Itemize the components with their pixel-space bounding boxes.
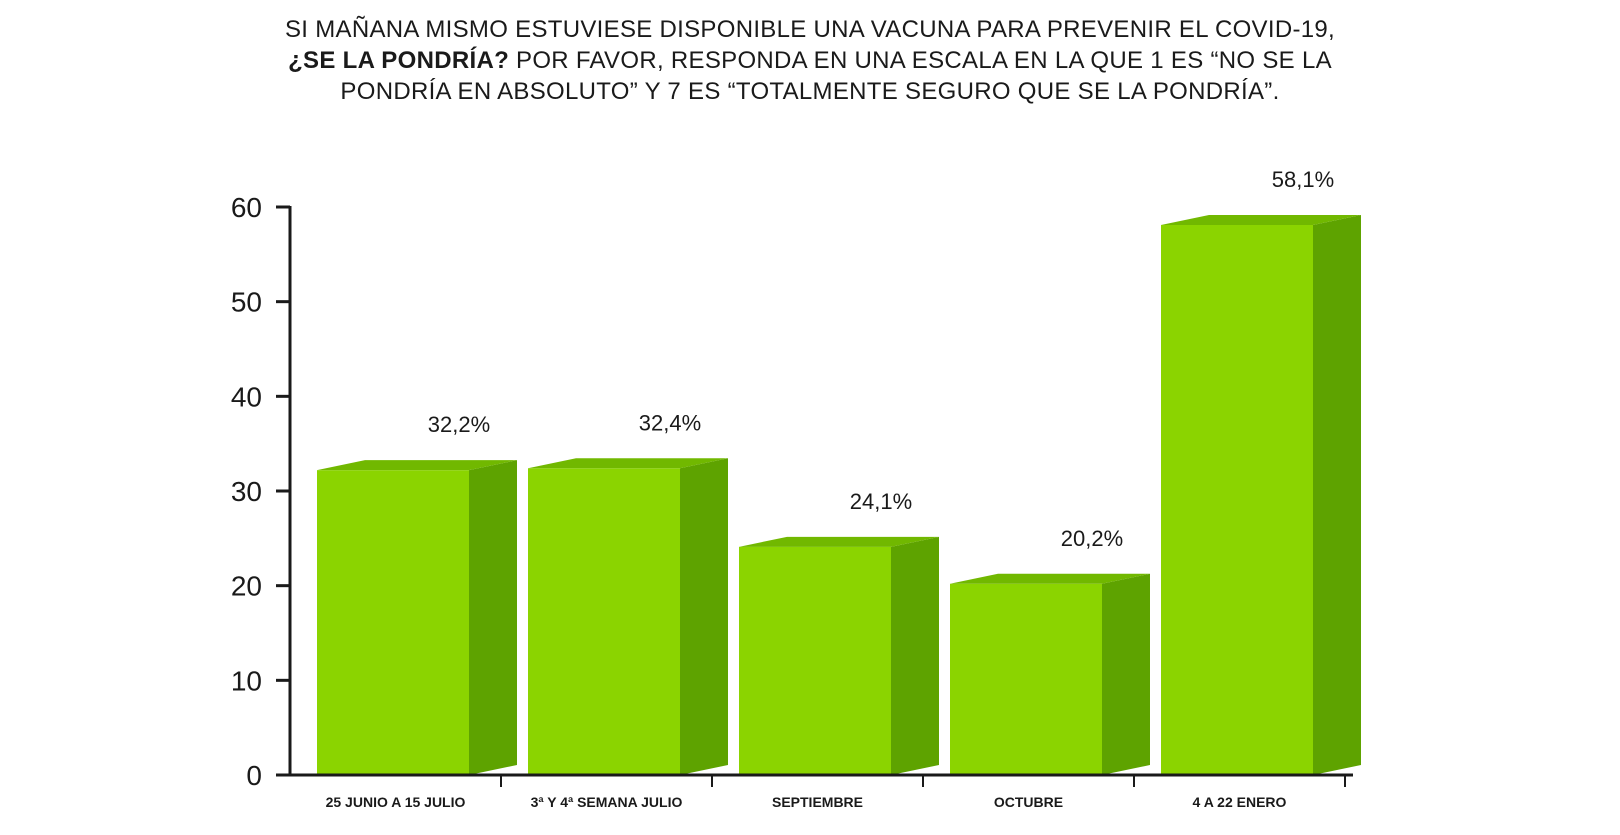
chart-title-part-2: POR FAVOR, RESPONDA EN UNA ESCALA EN LA … xyxy=(340,47,1332,105)
y-tick-label-10: 10 xyxy=(231,665,262,696)
chart-title: SI MAÑANA MISMO ESTUVIESE DISPONIBLE UNA… xyxy=(260,14,1360,107)
bar-side-4 xyxy=(1102,573,1150,775)
category-label-3: SEPTIEMBRE xyxy=(772,794,863,810)
value-label-4: 20,2% xyxy=(1061,526,1123,551)
category-label-2: 3ª Y 4ª SEMANA JULIO xyxy=(531,794,683,810)
y-tick-label-0: 0 xyxy=(246,760,262,791)
bar-4 xyxy=(950,573,1150,775)
bar-top-1 xyxy=(317,460,517,471)
bar-front-5 xyxy=(1161,224,1313,775)
category-label-1: 25 JUNIO A 15 JULIO xyxy=(326,794,466,810)
y-tick-label-30: 30 xyxy=(231,476,262,507)
category-label-5: 4 A 22 ENERO xyxy=(1193,794,1287,810)
bar-2 xyxy=(528,458,728,775)
value-label-3: 24,1% xyxy=(850,489,912,514)
bar-front-3 xyxy=(739,546,891,775)
bar-top-3 xyxy=(739,536,939,547)
labels-layer: 32,2% 25 JUNIO A 15 JULIO 32,4% 3ª Y 4ª SEM… xyxy=(231,167,1334,810)
chart-title-question: ¿SE LA PONDRÍA? xyxy=(288,47,510,74)
bars-layer xyxy=(317,214,1361,775)
y-tick-label-60: 60 xyxy=(231,192,262,223)
bar-top-2 xyxy=(528,458,728,469)
bar-5 xyxy=(1161,214,1361,775)
bar-top-4 xyxy=(950,573,1150,584)
value-label-1: 32,2% xyxy=(428,412,490,437)
y-tick-label-20: 20 xyxy=(231,571,262,602)
bar-3 xyxy=(739,536,939,775)
y-tick-label-50: 50 xyxy=(231,287,262,318)
bar-front-1 xyxy=(317,470,469,775)
chart-title-part-1: SI MAÑANA MISMO ESTUVIESE DISPONIBLE UNA… xyxy=(284,16,1336,43)
y-tick-label-40: 40 xyxy=(231,381,262,412)
bar-top-5 xyxy=(1161,214,1361,225)
value-label-2: 32,4% xyxy=(639,410,701,435)
bar-side-1 xyxy=(469,460,517,775)
bar-side-5 xyxy=(1313,214,1361,775)
value-label-5: 58,1% xyxy=(1272,167,1334,192)
bar-side-2 xyxy=(680,458,728,775)
bar-front-2 xyxy=(528,468,680,775)
category-label-4: OCTUBRE xyxy=(994,794,1063,810)
bar-1 xyxy=(317,460,517,775)
bar-front-4 xyxy=(950,583,1102,775)
axis-layer xyxy=(276,205,1353,787)
bar-side-3 xyxy=(891,536,939,775)
